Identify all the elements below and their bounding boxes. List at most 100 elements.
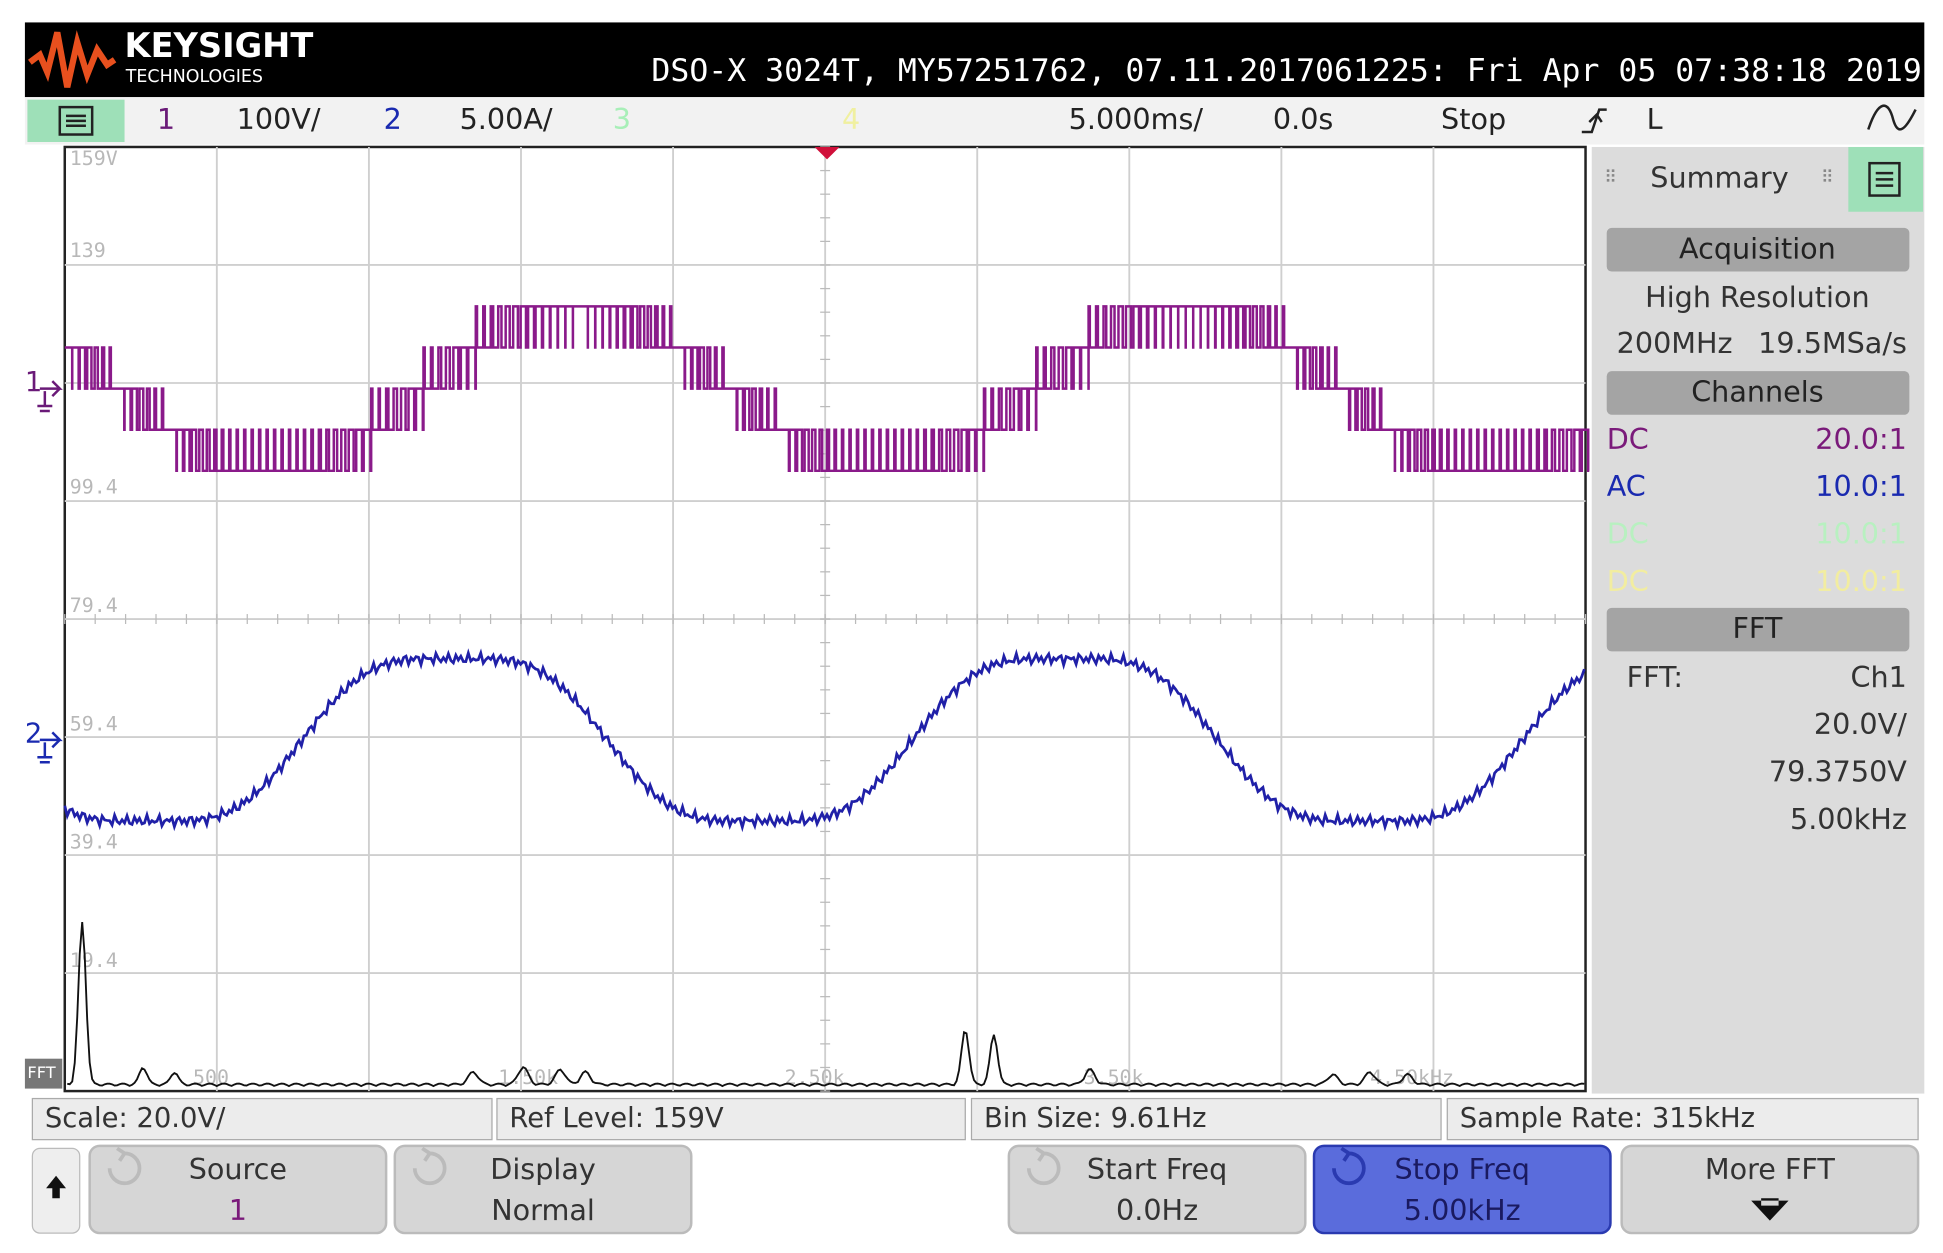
knob-icon: [412, 1146, 447, 1186]
summary-title: Summary: [1650, 160, 1788, 194]
status-box: [1446, 1097, 1919, 1141]
fft-level-label: 59.4: [70, 712, 118, 735]
knob-icon: [107, 1146, 142, 1186]
fft-source-label: FFT:: [1627, 660, 1683, 694]
ch1-label[interactable]: 1: [157, 102, 175, 136]
knob-icon: [1026, 1146, 1061, 1186]
channel-probe: 10.0:1: [1815, 517, 1907, 551]
fft-level-label: 19.4: [70, 949, 118, 972]
channel-probe: 10.0:1: [1815, 564, 1907, 598]
status-box: [31, 1097, 493, 1141]
menu-icon-lines: [66, 114, 86, 128]
channel-rows: DC 20.0:1 AC 10.0:1 DC 10.0:1 DC 10.0:1: [1607, 422, 1907, 598]
status-bar: Scale: 20.0V/Ref Level: 159V Bin Size: 9.…: [31, 1097, 1919, 1141]
instrument-info: DSO-X 3024T, MY57251762, 07.11.201706122…: [651, 53, 1921, 89]
ch4-label[interactable]: 4: [842, 102, 860, 136]
drag-handle: ⠿: [1821, 168, 1834, 188]
logo-wave: [28, 30, 117, 88]
waveform-icon: [1867, 104, 1917, 131]
channel-coupling: DC: [1607, 564, 1649, 598]
ch1-trace: [64, 305, 1590, 473]
channel-bar: [24, 97, 1925, 145]
softkey-label: Source: [189, 1152, 287, 1186]
grid: [64, 146, 1587, 1092]
delay: 0.0s: [1273, 102, 1333, 136]
header-bar: [24, 22, 1925, 98]
ch2-label[interactable]: 2: [384, 102, 402, 136]
fft-trace: [67, 921, 1585, 1088]
acq-mode: High Resolution: [1645, 280, 1869, 314]
fft-level-label: 79.4: [70, 594, 118, 617]
knob-icon: [1332, 1146, 1366, 1186]
drag-handle: ⠿: [1604, 168, 1617, 188]
channel-coupling: AC: [1607, 469, 1646, 503]
channel-coupling: DC: [1607, 517, 1649, 551]
trigger-icon: [1581, 108, 1607, 134]
channel-probe: 10.0:1: [1815, 469, 1907, 503]
ch1-scale: 100V/: [237, 102, 321, 136]
waveforms: [63, 305, 1590, 1088]
ch2-scale: 5.00A/: [460, 102, 553, 136]
trigger-position: [814, 146, 840, 160]
fft-offset: 79.3750V: [1769, 754, 1907, 788]
softkey[interactable]: [393, 1144, 693, 1235]
ch1-ground: [37, 380, 63, 413]
ch3-label[interactable]: 3: [613, 102, 631, 136]
softkey[interactable]: [1312, 1144, 1612, 1235]
softkey[interactable]: [1620, 1144, 1920, 1235]
section-bar: [1606, 607, 1910, 652]
menu-icon: [58, 105, 94, 136]
softkey-label: Start Freq: [1087, 1152, 1227, 1186]
fft-level-label: 39.4: [70, 831, 118, 854]
fft-heading: FFT: [1732, 611, 1782, 645]
timebase: 5.000ms/: [1069, 102, 1204, 136]
channel-coupling: DC: [1607, 422, 1649, 456]
status-text: Bin Size: 9.61Hz: [984, 1103, 1207, 1134]
trigger-source: L: [1647, 102, 1663, 136]
fft-level-label: 99.4: [70, 476, 118, 499]
softkey-value: Normal: [491, 1193, 595, 1227]
section-bar: [1606, 371, 1910, 415]
status-text: Ref Level: 159V: [509, 1103, 724, 1134]
ch2-ground: [37, 731, 63, 764]
fft-marker-box: [24, 1058, 63, 1089]
status-box: [970, 1097, 1442, 1141]
run-state[interactable]: Stop: [1441, 102, 1506, 136]
softkey-value: 1: [229, 1193, 247, 1227]
summary-menu-lines: [1875, 171, 1894, 187]
fft-span: 5.00kHz: [1790, 802, 1907, 836]
fft-level-label: 139: [70, 239, 106, 262]
status-box: [496, 1097, 966, 1141]
softkey-label: Stop Freq: [1394, 1152, 1529, 1186]
status-text: Sample Rate: 315kHz: [1460, 1103, 1755, 1134]
fft-source: Ch1: [1851, 660, 1907, 694]
channels-heading: Channels: [1691, 375, 1823, 409]
brand: KEYSIGHT: [125, 26, 314, 65]
softkey[interactable]: [1007, 1144, 1307, 1235]
down-arrow: [1751, 1198, 1789, 1221]
ch2-marker: 2: [25, 718, 42, 749]
fft-scale: 20.0V/: [1814, 707, 1907, 741]
acq-sample-rate: 19.5MSa/s: [1758, 326, 1907, 360]
ch1-marker: 1: [25, 367, 42, 398]
ch2-trace: [63, 648, 1586, 833]
softkey-label: More FFT: [1705, 1152, 1835, 1186]
channel-probe: 20.0:1: [1815, 422, 1907, 456]
fft-freq-label: 500: [193, 1066, 229, 1089]
status-text: Scale: 20.0V/: [45, 1103, 226, 1134]
softkey[interactable]: [88, 1144, 388, 1235]
softkey-value: 0.0Hz: [1116, 1193, 1198, 1227]
fft-marker: FFT: [27, 1063, 55, 1082]
acquisition-heading: Acquisition: [1679, 231, 1836, 265]
summary-menu-icon: [1868, 161, 1901, 197]
back-arrow: [46, 1175, 67, 1199]
softkey-value: 5.00kHz: [1404, 1193, 1521, 1227]
softkeys: Source 1 Display Normal Start Freq 0.0Hz Stop …: [88, 1144, 1920, 1235]
section-bar: [1606, 227, 1910, 272]
acq-bandwidth: 200MHz: [1617, 326, 1733, 360]
brand-sub: TECHNOLOGIES: [125, 67, 263, 87]
fft-level-label: 159V: [70, 147, 118, 170]
softkey-label: Display: [490, 1152, 596, 1186]
